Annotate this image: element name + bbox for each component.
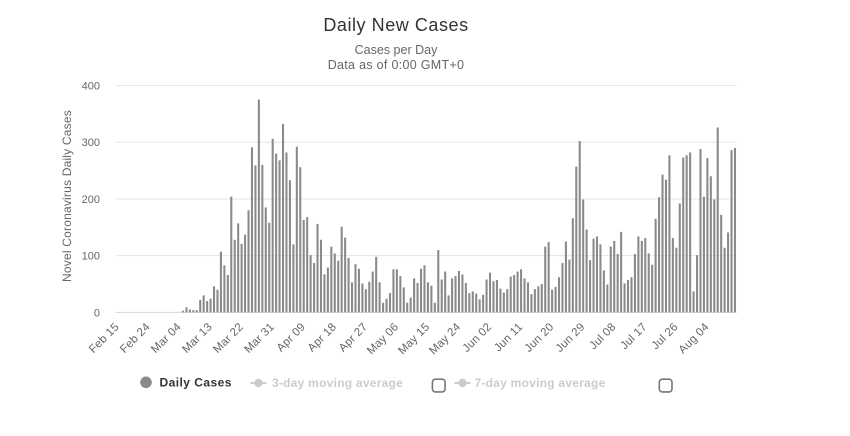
svg-text:3-day moving average: 3-day moving average bbox=[272, 376, 403, 390]
svg-text:Novel Coronavirus Daily Cases: Novel Coronavirus Daily Cases bbox=[60, 110, 74, 282]
svg-text:Daily Cases: Daily Cases bbox=[160, 376, 232, 390]
svg-text:7-day moving average: 7-day moving average bbox=[475, 376, 606, 390]
svg-text:300: 300 bbox=[82, 137, 100, 149]
svg-text:Cases per Day: Cases per Day bbox=[355, 43, 438, 57]
svg-text:Data as of 0:00 GMT+0: Data as of 0:00 GMT+0 bbox=[328, 58, 465, 72]
svg-text:200: 200 bbox=[82, 194, 100, 206]
svg-text:100: 100 bbox=[82, 251, 100, 263]
svg-text:400: 400 bbox=[82, 81, 100, 93]
svg-text:Daily New Cases: Daily New Cases bbox=[323, 15, 468, 35]
svg-text:0: 0 bbox=[94, 307, 100, 319]
